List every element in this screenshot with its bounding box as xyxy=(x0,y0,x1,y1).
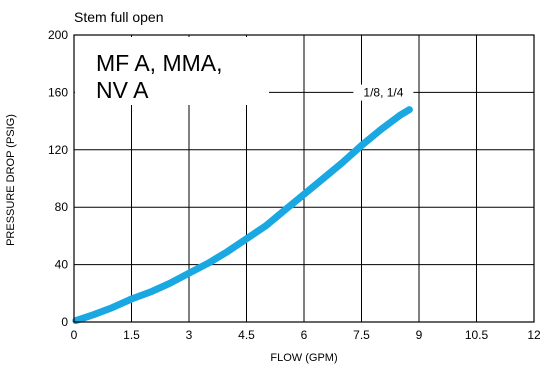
x-tick-label: 6 xyxy=(301,328,308,342)
y-tick-label: 0 xyxy=(61,315,68,329)
series-label-background xyxy=(353,84,414,101)
x-tick-label: 1.5 xyxy=(123,328,140,342)
y-tick-label: 200 xyxy=(48,28,68,42)
x-axis-label: FLOW (GPM) xyxy=(270,352,337,364)
y-tick-label: 120 xyxy=(48,143,68,157)
series-layer: 1/8, 1/4 xyxy=(72,84,414,325)
series-label: 1/8, 1/4 xyxy=(363,86,403,100)
x-tick-label: 10.5 xyxy=(465,328,489,342)
x-tick-labels: 0 1.5 3 4.5 6 7.5 9 10.5 12 xyxy=(71,328,541,342)
x-tick-label: 0 xyxy=(71,328,78,342)
y-tick-label: 40 xyxy=(55,258,69,272)
inset-title-line-1: MF A, MMA, xyxy=(96,50,223,76)
x-tick-label: 9 xyxy=(416,328,423,342)
x-tick-label: 4.5 xyxy=(238,328,255,342)
inset-title-background xyxy=(75,37,269,105)
x-tick-label: 7.5 xyxy=(353,328,370,342)
plot-frame xyxy=(73,34,535,323)
y-tick-label: 80 xyxy=(55,200,69,214)
series-line xyxy=(72,106,413,325)
x-tick-label: 3 xyxy=(186,328,193,342)
chart-title: Stem full open xyxy=(74,9,164,25)
y-tick-label: 160 xyxy=(48,85,68,99)
y-tick-labels: 0 40 80 120 160 200 xyxy=(48,28,68,329)
grid-lines xyxy=(73,34,535,323)
y-axis-label: PRESSURE DROP (PSIG) xyxy=(5,114,17,246)
x-tick-label: 12 xyxy=(527,328,541,342)
inset-title-line-2: NV A xyxy=(96,77,149,103)
